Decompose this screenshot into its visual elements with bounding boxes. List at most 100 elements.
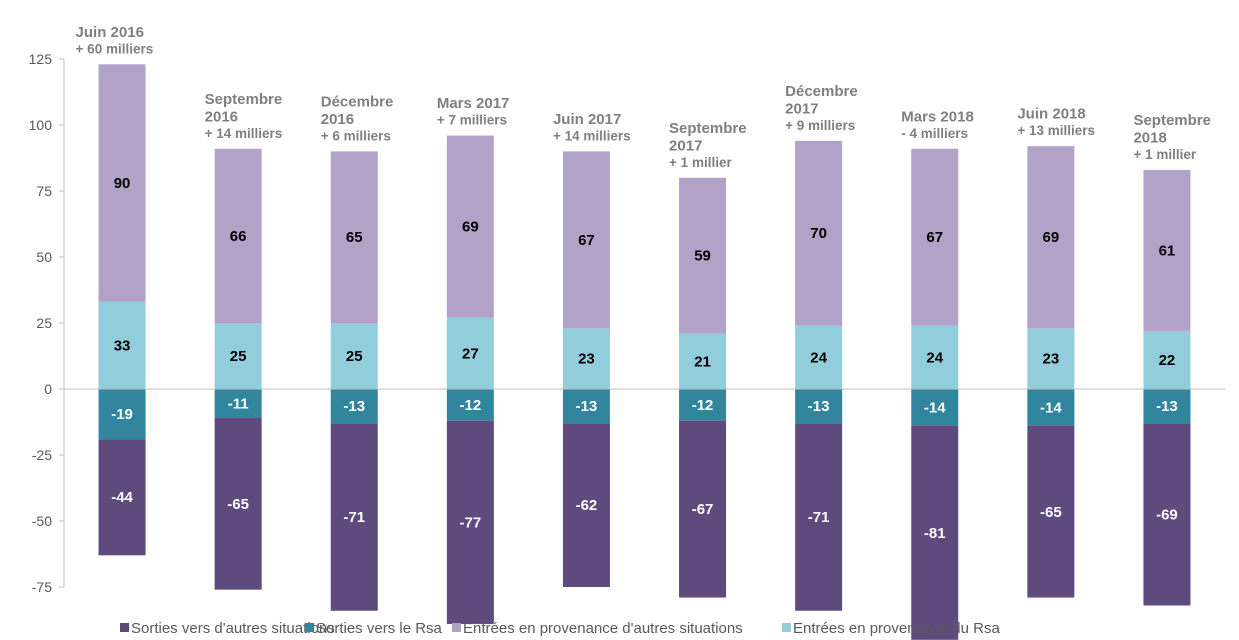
data-label: -11 xyxy=(228,396,249,413)
bar-segment xyxy=(1027,425,1075,598)
data-label: -71 xyxy=(343,509,365,526)
data-label: -44 xyxy=(111,489,133,506)
change-label: + 13 milliers xyxy=(1017,123,1095,138)
bar-segment xyxy=(330,151,378,323)
y-tick-label: 100 xyxy=(29,117,53,133)
bar-segment xyxy=(911,389,959,426)
bar-segment xyxy=(679,177,727,334)
y-tick-label: 25 xyxy=(36,315,52,331)
data-label: -67 xyxy=(692,501,714,518)
data-label: -71 xyxy=(808,509,830,526)
change-label: + 9 milliers xyxy=(785,118,855,133)
data-label: -19 xyxy=(111,406,133,423)
data-label: -81 xyxy=(924,525,946,542)
data-label: -62 xyxy=(576,497,598,514)
data-label: 70 xyxy=(810,225,827,242)
bar-segment xyxy=(446,420,494,624)
category-label: 2018 xyxy=(1133,129,1166,146)
bar-segment xyxy=(679,333,727,389)
data-label: -13 xyxy=(343,398,365,415)
legend-label: Entrées en provenance du Rsa xyxy=(793,620,1000,637)
change-label: - 4 milliers xyxy=(901,126,968,141)
bar-segment xyxy=(911,148,959,326)
legend-swatch xyxy=(782,623,791,632)
data-label: -12 xyxy=(692,397,714,414)
data-label: -13 xyxy=(808,398,830,415)
data-label: -65 xyxy=(1040,504,1062,521)
data-label: 90 xyxy=(114,175,131,192)
data-label: 69 xyxy=(1043,229,1060,246)
data-label: 67 xyxy=(578,232,595,249)
data-label: 66 xyxy=(230,228,247,245)
data-label: -13 xyxy=(1156,398,1178,415)
category-label: 2016 xyxy=(205,108,238,125)
bar-segment xyxy=(679,389,727,421)
y-tick-label: 125 xyxy=(29,51,53,67)
data-label: -13 xyxy=(576,398,598,415)
data-label: 59 xyxy=(694,248,711,265)
data-label: 24 xyxy=(926,349,943,366)
bar-segment xyxy=(98,301,146,389)
bar-segment xyxy=(1143,423,1191,606)
bar-segment xyxy=(911,325,959,389)
category-label: Mars 2018 xyxy=(901,108,974,125)
data-label: 61 xyxy=(1159,242,1176,259)
bar-segment xyxy=(562,151,610,329)
data-label: 65 xyxy=(346,229,363,246)
category-label: Septembre xyxy=(669,120,747,137)
data-label: -69 xyxy=(1156,506,1178,523)
legend-swatch xyxy=(452,623,461,632)
bar-segment xyxy=(446,317,494,389)
legend-swatch xyxy=(120,623,129,632)
data-label: 33 xyxy=(114,337,131,354)
bar-segment xyxy=(330,389,378,424)
bar-segment xyxy=(214,418,262,590)
data-label: 24 xyxy=(810,349,827,366)
data-label: 27 xyxy=(462,345,479,362)
bar-segment xyxy=(795,389,843,424)
bar-segment xyxy=(214,323,262,389)
legend-swatch xyxy=(305,623,314,632)
data-label: 23 xyxy=(578,351,595,368)
data-label: 69 xyxy=(462,219,479,236)
y-tick-label: -25 xyxy=(32,447,52,463)
category-label: 2017 xyxy=(785,100,818,117)
y-tick-label: 0 xyxy=(44,381,52,397)
bar-segment xyxy=(562,423,610,587)
change-label: + 6 milliers xyxy=(321,128,391,143)
bar-segment xyxy=(1027,389,1075,426)
change-label: + 1 millier xyxy=(1133,147,1196,162)
bar-segment xyxy=(1027,146,1075,329)
bar-segment xyxy=(562,328,610,389)
data-label: 67 xyxy=(926,229,943,246)
legend-label: Sorties vers d'autres situations xyxy=(131,620,335,637)
category-label: 2017 xyxy=(669,137,702,154)
bar-segment xyxy=(562,389,610,424)
bar-segment xyxy=(214,389,262,419)
bar-segment xyxy=(1143,330,1191,389)
bar-segment xyxy=(330,423,378,611)
data-label: 22 xyxy=(1159,352,1176,369)
data-label: 25 xyxy=(346,348,363,365)
bar-segment xyxy=(795,325,843,389)
data-label: -77 xyxy=(460,514,482,531)
change-label: + 60 milliers xyxy=(76,41,154,56)
change-label: + 7 milliers xyxy=(437,113,507,128)
legend-label: Sorties vers le Rsa xyxy=(316,620,443,637)
bar-segment xyxy=(98,389,146,440)
data-label: -65 xyxy=(227,496,249,513)
category-label: Septembre xyxy=(205,91,283,108)
legend-label: Entrées en provenance d'autres situation… xyxy=(463,620,743,637)
category-label: 2016 xyxy=(321,111,354,128)
bar-segment xyxy=(214,148,262,323)
category-label: Septembre xyxy=(1133,112,1211,129)
bar-segment xyxy=(795,423,843,611)
bar-segment xyxy=(446,389,494,421)
data-label: -12 xyxy=(460,397,482,414)
bar-segment xyxy=(911,425,959,640)
data-label: 25 xyxy=(230,348,247,365)
category-label: Juin 2016 xyxy=(76,24,144,41)
y-tick-label: 75 xyxy=(36,183,52,199)
bar-segment xyxy=(98,439,146,556)
change-label: + 1 millier xyxy=(669,155,732,170)
